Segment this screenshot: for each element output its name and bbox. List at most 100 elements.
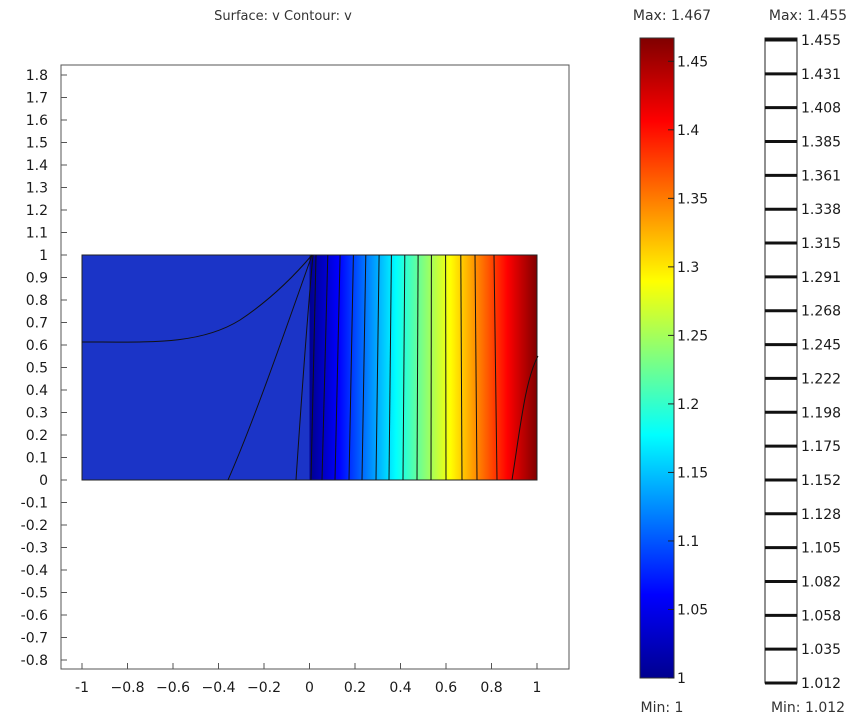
x-tick-label: −0.8 xyxy=(111,680,145,696)
contour-lines xyxy=(81,254,539,481)
y-tick-label: 1.7 xyxy=(26,91,48,107)
x-tick-label: -1 xyxy=(75,680,89,696)
x-axis-ticks: -1 −0.8 −0.6 −0.4 −0.2 0 0.2 0.4 0.6 0.8 1 xyxy=(75,663,541,696)
contour-max-label: Max: 1.455 xyxy=(769,8,847,24)
y-tick-label: 0 xyxy=(39,473,48,489)
contour-level-label: 1.431 xyxy=(801,67,841,83)
y-tick-label: -0.1 xyxy=(21,496,48,512)
domain-outline xyxy=(81,254,538,481)
y-tick-label: -0.2 xyxy=(21,518,48,534)
surface-tick-label: 1 xyxy=(677,671,686,687)
y-tick-label: 0.5 xyxy=(26,361,48,377)
y-tick-label: 0.8 xyxy=(26,293,48,309)
x-tick-label: −0.4 xyxy=(202,680,236,696)
surface-tick-label: 1.25 xyxy=(677,328,708,344)
contour-level-label: 1.268 xyxy=(801,304,841,320)
contour-level-label: 1.455 xyxy=(801,33,841,49)
contour-line xyxy=(295,254,314,481)
surface-tick-label: 1.2 xyxy=(677,397,699,413)
y-tick-label: 0.2 xyxy=(26,428,48,444)
surface-max-label: Max: 1.467 xyxy=(633,8,711,24)
contour-level-label: 1.408 xyxy=(801,101,841,117)
contour-line xyxy=(474,254,478,481)
y-tick-label: 0.9 xyxy=(26,271,48,287)
x-tick-label: 0.8 xyxy=(480,680,502,696)
x-tick-label: −0.6 xyxy=(156,680,190,696)
surface-region-left xyxy=(82,255,310,480)
contour-line xyxy=(227,254,313,481)
y-tick-label: 1.3 xyxy=(26,181,48,197)
surface-plot xyxy=(81,254,538,481)
y-tick-label: 1.2 xyxy=(26,203,48,219)
y-tick-label: -0.7 xyxy=(21,631,48,647)
y-tick-label: 1.1 xyxy=(26,226,48,242)
x-tick-label: 1 xyxy=(533,680,542,696)
y-tick-label: 0.6 xyxy=(26,338,48,354)
y-tick-label: 1.6 xyxy=(26,113,48,129)
y-tick-label: 0.7 xyxy=(26,316,48,332)
contour-level-label: 1.175 xyxy=(801,439,841,455)
contour-level-label: 1.082 xyxy=(801,574,841,590)
contour-legend-levels: 1.455 1.431 1.408 1.385 1.361 1.338 1.315 1.291… xyxy=(765,33,841,692)
y-tick-label: 1.4 xyxy=(26,158,48,174)
contour-level-label: 1.035 xyxy=(801,642,841,658)
contour-level-label: 1.128 xyxy=(801,507,841,523)
y-tick-label: -0.3 xyxy=(21,541,48,557)
y-tick-label: 0.1 xyxy=(26,451,48,467)
y-tick-label: 0.3 xyxy=(26,406,48,422)
contour-line xyxy=(460,254,463,481)
x-tick-label: 0.6 xyxy=(435,680,457,696)
contour-level-label: 1.245 xyxy=(801,338,841,354)
contour-line xyxy=(416,254,419,481)
contour-line xyxy=(493,254,498,481)
surface-colorbar-ticks: 1.45 1.4 1.35 1.3 1.25 1.2 1.15 1.1 1.05 1 xyxy=(668,54,708,687)
surface-region-right xyxy=(309,255,537,480)
surface-tick-label: 1.15 xyxy=(677,465,708,481)
contour-level-label: 1.012 xyxy=(801,676,841,692)
contour-legend-frame xyxy=(764,37,798,684)
surface-tick-label: 1.3 xyxy=(677,260,699,276)
surface-tick-label: 1.4 xyxy=(677,123,699,139)
contour-line xyxy=(402,254,406,481)
contour-level-label: 1.222 xyxy=(801,371,841,387)
y-tick-label: -0.6 xyxy=(21,608,48,624)
contour-level-label: 1.338 xyxy=(801,202,841,218)
x-tick-label: −0.2 xyxy=(247,680,281,696)
contour-min-label: Min: 1.012 xyxy=(771,700,845,716)
contour-line xyxy=(388,254,392,481)
contour-line xyxy=(361,254,367,481)
contour-line xyxy=(348,254,354,481)
contour-level-label: 1.361 xyxy=(801,168,841,184)
contour-line xyxy=(375,254,380,481)
surface-tick-label: 1.05 xyxy=(677,602,708,618)
chart-title: Surface: v Contour: v xyxy=(214,9,352,24)
surface-colorbar xyxy=(639,37,675,679)
y-tick-label: -0.4 xyxy=(21,563,48,579)
surface-tick-label: 1.45 xyxy=(677,54,708,70)
contour-level-label: 1.291 xyxy=(801,270,841,286)
y-tick-label: 1 xyxy=(39,248,48,264)
contour-line xyxy=(81,254,313,343)
contour-line xyxy=(334,254,341,481)
contour-level-label: 1.105 xyxy=(801,541,841,557)
y-axis-ticks: 1.8 1.7 1.6 1.5 1.4 1.3 1.2 1.1 1 0.9 0.8 0.7 0.6 0.5… xyxy=(21,68,67,669)
contour-level-label: 1.385 xyxy=(801,135,841,151)
y-tick-label: 1.5 xyxy=(26,136,48,152)
contour-line xyxy=(321,254,329,481)
y-tick-label: 0.4 xyxy=(26,383,48,399)
surface-tick-label: 1.1 xyxy=(677,534,699,550)
y-tick-label: -0.8 xyxy=(21,653,48,669)
contour-line xyxy=(310,254,317,481)
contour-level-label: 1.315 xyxy=(801,236,841,252)
contour-line xyxy=(511,355,539,481)
y-tick-label: -0.5 xyxy=(21,586,48,602)
x-tick-label: 0.4 xyxy=(389,680,411,696)
x-tick-label: 0.2 xyxy=(344,680,366,696)
contour-level-label: 1.152 xyxy=(801,473,841,489)
contour-level-label: 1.058 xyxy=(801,608,841,624)
y-tick-label: 1.8 xyxy=(26,68,48,84)
surface-min-label: Min: 1 xyxy=(641,700,684,716)
x-tick-label: 0 xyxy=(305,680,314,696)
surface-tick-label: 1.35 xyxy=(677,191,708,207)
